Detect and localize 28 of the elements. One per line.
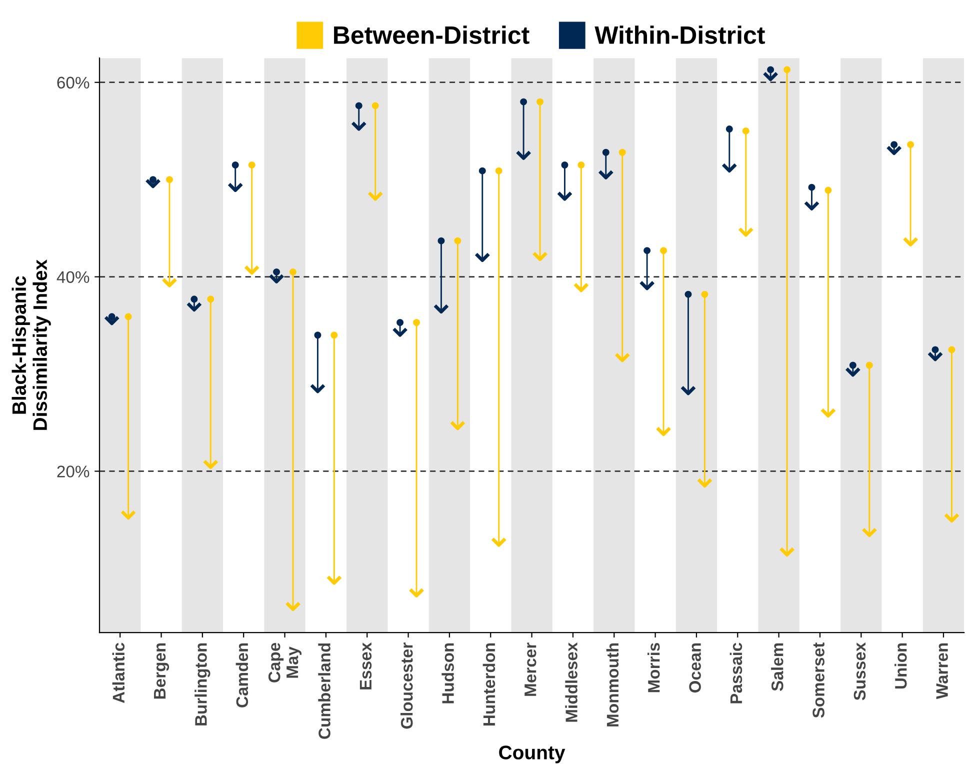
legend-label: Within-District [594,26,765,44]
x-tick-label: Salem [771,643,784,691]
x-tick-label: Morris [648,642,660,692]
x-tick-label: Warren [936,643,948,700]
x-tick-label: Bergen [154,643,170,699]
x-tick-label: Cape May [268,642,302,682]
x-tick-label: Gloucester [400,642,413,729]
x-tick-label: Mercer [524,642,536,696]
x-tick-label: Passaic [730,642,742,704]
x-tick-label: Union [894,643,907,689]
y-tick-label: 40% [56,271,90,283]
x-tick-label: Essex [360,642,372,690]
x-tick-label: Middlesex [565,642,578,722]
x-tick-label: Cumberland [318,643,330,739]
x-tick-label: Sussex [854,642,866,700]
y-tick-label: 20% [57,466,90,478]
x-tick-label: Hudson [442,643,454,704]
x-tick-label: Burlington [194,643,210,726]
x-tick-label: Camden [236,643,248,708]
x-tick-label: Somerset [812,642,824,718]
x-tick-label: Monmouth [606,643,619,726]
x-tick-label: Hunterdon [482,643,496,726]
y-tick-label: 60% [57,76,90,89]
x-tick-label: Atlantic [112,642,125,704]
x-axis-title: County [499,746,566,764]
y-axis-title: Black-Hispanic Dissimilarity Index [12,260,51,430]
legend-label: Between-District [334,26,530,44]
x-tick-label: Ocean [689,643,701,693]
